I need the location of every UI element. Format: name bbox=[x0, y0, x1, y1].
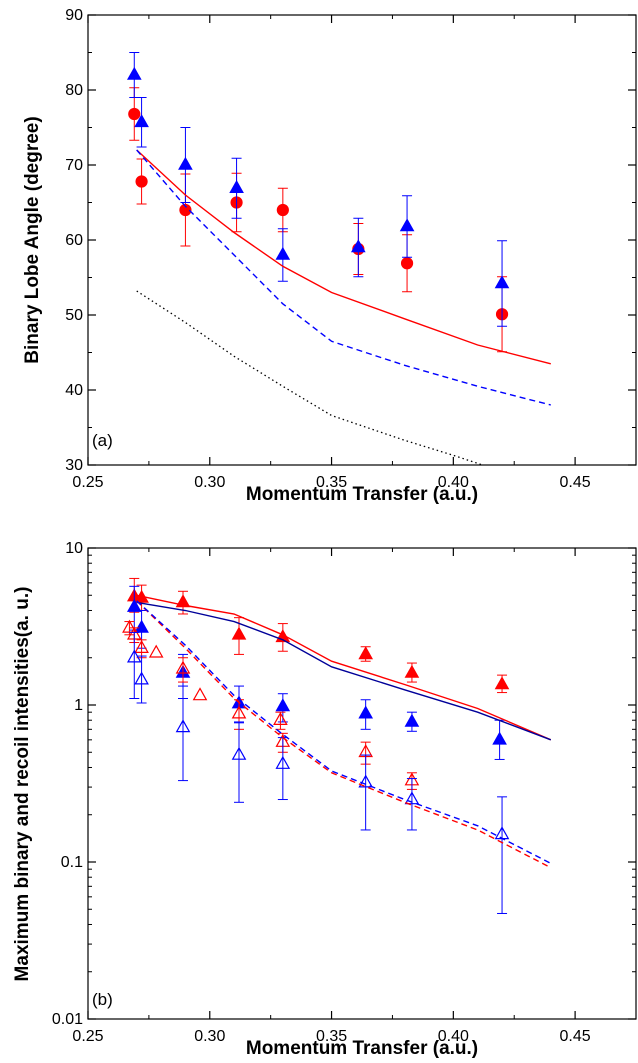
panel-a-series-1-point bbox=[126, 66, 142, 80]
panel-b-series-3-point bbox=[231, 746, 247, 760]
panel-a-x-axis-title: Momentum Transfer (a.u.) bbox=[246, 484, 478, 505]
panel-b-series-3-error-bar bbox=[497, 796, 508, 914]
panel-a-x-tick-label: 0.30 bbox=[194, 474, 225, 491]
panel-b-series-3-point bbox=[404, 791, 420, 805]
panel-b-x-axis-title: Momentum Transfer (a.u.) bbox=[246, 1038, 478, 1059]
panel-b-x-tick-label: 0.45 bbox=[560, 1028, 591, 1045]
panel-b-series-0-point bbox=[358, 646, 374, 660]
panel-a-y-tick-label: 30 bbox=[65, 457, 83, 474]
panel-a-series-0-point bbox=[179, 203, 192, 217]
panel-b-series-2-point bbox=[175, 660, 191, 674]
panel-a-y-ticks: 30 40 50 60 70 80 90 bbox=[65, 7, 636, 474]
panel-b-y-tick-label: 1 bbox=[74, 697, 83, 714]
panel-b-frame bbox=[87, 547, 637, 1020]
panel-a-series-1-point bbox=[178, 156, 193, 170]
panel-a-series-1-point bbox=[229, 179, 244, 193]
panel-b-y-tick-label: 10 bbox=[65, 540, 83, 557]
panel-b-series-5-solid-line bbox=[136, 601, 552, 741]
panel-b-series-3-error-bar bbox=[129, 631, 140, 700]
panel-b-series-0-point bbox=[494, 676, 510, 690]
panel-b-y-axis-title: Maximum binary and recoil intensities(a.… bbox=[12, 587, 33, 982]
panel-b-x-tick-label: 0.35 bbox=[316, 1028, 347, 1045]
panel-a-series-0-point bbox=[276, 203, 289, 217]
panel-b-series-1-point bbox=[358, 705, 374, 719]
panel-b-series-3-error-bar bbox=[177, 685, 188, 782]
panel-b-series-1-point bbox=[134, 619, 149, 633]
panel-b-series-1-point bbox=[126, 598, 142, 612]
panel-b-x-tick-label: 0.30 bbox=[194, 1028, 225, 1045]
panel-b-series-0-point bbox=[231, 626, 247, 640]
panel-a-series-3-dashed-line bbox=[136, 149, 551, 406]
panel-a-series-1-point bbox=[350, 239, 366, 253]
panel-a-x-tick-label: 0.40 bbox=[438, 474, 469, 491]
panel-b-x-tick-label: 0.40 bbox=[438, 1028, 469, 1045]
panel-a-series-1-point bbox=[494, 275, 510, 289]
panel-b-series-3-point bbox=[358, 774, 374, 788]
panel-b-series-3-error-bar bbox=[136, 655, 147, 704]
panel-b-x-tick-label: 0.25 bbox=[72, 1028, 103, 1045]
panel-b-y-ticks: 0.01 0.1 1 10 bbox=[52, 540, 636, 1028]
panel-b-series-2-error-bar bbox=[275, 711, 286, 730]
panel-b-series-1-point bbox=[492, 731, 507, 745]
panel-b-series-3-error-bar bbox=[234, 721, 245, 803]
panel-a-x-ticks: 0.25 0.30 0.35 0.40 0.45 bbox=[72, 15, 591, 491]
panel-b-series-4-solid-line bbox=[136, 594, 552, 741]
panel-b-series-3-point bbox=[275, 755, 291, 769]
panel-b-series-7-dashed-line bbox=[136, 600, 552, 865]
panel-b-series-2-point bbox=[231, 705, 247, 719]
panel-b-series-1-point bbox=[404, 713, 420, 727]
panel-a-y-tick-label: 80 bbox=[65, 82, 83, 99]
panel-b-series-3-point bbox=[175, 719, 191, 733]
panel-a-frame bbox=[87, 14, 637, 466]
panel-a-series-1-point bbox=[134, 114, 149, 128]
panel-b-series-3-error-bar bbox=[360, 754, 371, 831]
panel-a-y-axis-title: Binary Lobe Angle (degree) bbox=[22, 116, 43, 363]
panel-a-series-0-point bbox=[128, 107, 141, 121]
panel-a-series-2-solid-line bbox=[136, 149, 551, 365]
panel-a-x-tick-label: 0.35 bbox=[316, 474, 347, 491]
panel-a-series-0-point bbox=[135, 175, 148, 188]
panel-a-series-0-point bbox=[400, 257, 414, 270]
panel-a-y-tick-label: 50 bbox=[65, 307, 83, 324]
panel-b-series-6-dashed-line bbox=[136, 600, 552, 869]
panel-b-y-tick-label: 0.01 bbox=[52, 1011, 83, 1028]
panel-b-marks bbox=[122, 577, 552, 914]
panel-a-y-tick-label: 70 bbox=[65, 157, 83, 174]
panel-b-label: (b) bbox=[92, 990, 113, 1009]
panel-a-x-tick-label: 0.25 bbox=[72, 474, 103, 491]
panel-a-marks bbox=[126, 52, 551, 465]
panel-a-series-1-point bbox=[275, 246, 291, 260]
panel-b: 0.25 0.30 0.35 0.40 0.45 0.01 0.1 1 10 (b) Mome… bbox=[12, 540, 637, 1059]
panel-b-x-ticks: 0.25 0.30 0.35 0.40 0.45 bbox=[72, 548, 591, 1045]
panel-b-series-2-point bbox=[273, 711, 288, 726]
panel-a-y-tick-label: 40 bbox=[65, 382, 83, 399]
panel-b-series-0-point bbox=[404, 664, 420, 678]
panel-b-series-3-point bbox=[134, 671, 149, 685]
panel-a-series-1-point bbox=[399, 218, 415, 232]
panel-a-x-tick-label: 0.45 bbox=[560, 474, 591, 491]
panel-b-series-1-point bbox=[275, 698, 291, 712]
panel-a-label: (a) bbox=[92, 431, 113, 450]
panel-a-y-tick-label: 90 bbox=[65, 7, 83, 24]
panel-b-series-2-point bbox=[192, 687, 208, 701]
panel-a-y-tick-label: 60 bbox=[65, 232, 83, 249]
panel-b-series-2-point bbox=[148, 644, 164, 658]
panel-b-series-2-point bbox=[134, 639, 149, 654]
panel-a-series-4-dotted-line bbox=[136, 290, 483, 465]
panel-b-y-tick-label: 0.1 bbox=[61, 854, 83, 871]
